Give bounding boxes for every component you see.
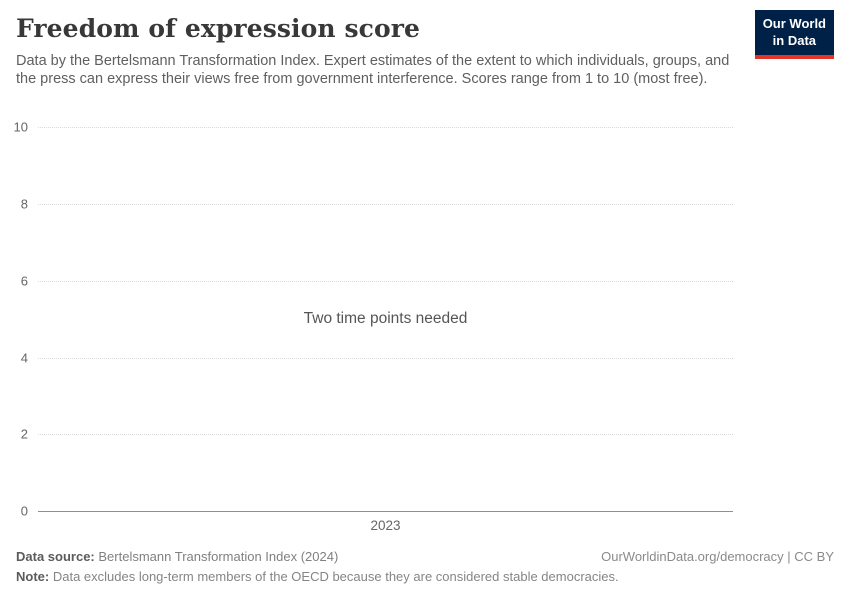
footer-sources-row: Data source: Bertelsmann Transformation … bbox=[16, 549, 834, 564]
x-axis-line bbox=[38, 511, 733, 512]
y-tick-label-8: 8 bbox=[20, 196, 28, 212]
note-text: Data excludes long-term members of the O… bbox=[52, 569, 619, 584]
gridline-8 bbox=[38, 204, 733, 205]
y-tick-label-2: 2 bbox=[20, 426, 28, 442]
y-tick-label-0: 0 bbox=[20, 503, 28, 519]
owid-logo[interactable]: Our World in Data bbox=[754, 10, 834, 59]
y-tick-label-6: 6 bbox=[20, 273, 28, 289]
x-tick-label-2023: 2023 bbox=[370, 518, 401, 533]
attribution-link[interactable]: OurWorldinData.org/democracy | CC BY bbox=[601, 549, 834, 564]
data-source-label: Data source: bbox=[16, 549, 95, 564]
empty-state-message: Two time points needed bbox=[303, 310, 468, 327]
gridline-2 bbox=[38, 434, 733, 435]
data-source-link[interactable]: Bertelsmann Transformation Index (2024) bbox=[98, 549, 339, 564]
gridline-4 bbox=[38, 358, 733, 359]
data-source: Data source: Bertelsmann Transformation … bbox=[16, 549, 338, 564]
gridline-6 bbox=[38, 281, 733, 282]
y-tick-label-4: 4 bbox=[20, 350, 28, 366]
page-title: Freedom of expression score bbox=[16, 14, 421, 43]
y-tick-label-10: 10 bbox=[13, 119, 28, 135]
footer-note-row: Note: Data excludes long-term members of… bbox=[16, 569, 834, 584]
owid-logo-line1: Our World bbox=[762, 16, 826, 31]
note-label: Note: bbox=[16, 569, 50, 584]
owid-logo-line2: in Data bbox=[772, 32, 817, 48]
gridline-10 bbox=[38, 127, 733, 128]
chart-subtitle: Data by the Bertelsmann Transformation I… bbox=[16, 53, 730, 87]
